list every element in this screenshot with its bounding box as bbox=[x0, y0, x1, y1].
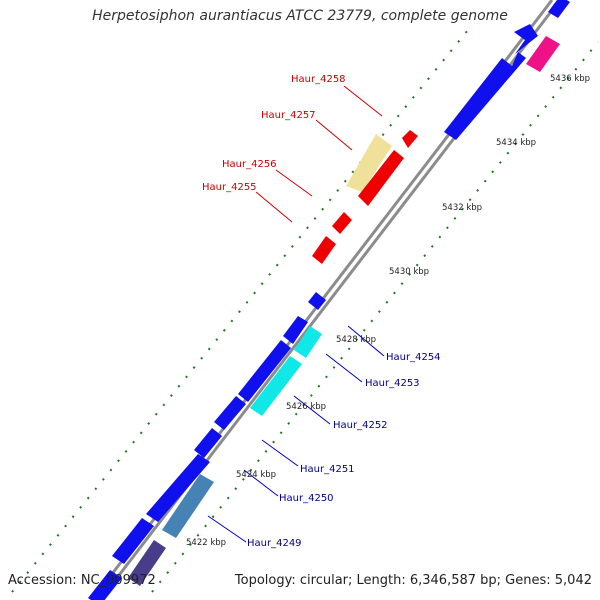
gene-haur-4258[interactable] bbox=[402, 130, 418, 148]
accession-label: Accession: NC_009972 bbox=[8, 573, 156, 588]
genome-summary: Topology: circular; Length: 6,346,587 bp… bbox=[234, 573, 592, 588]
gene-haur-4253[interactable] bbox=[250, 356, 302, 416]
gene-arrow[interactable] bbox=[238, 340, 291, 402]
tick-label: 5422 kbp bbox=[186, 538, 226, 548]
tick-label: 5426 kbp bbox=[286, 402, 326, 412]
tick-guide-outer-left bbox=[11, 29, 469, 593]
tick-labels: 5422 kbp 5424 kbp 5426 kbp 5428 kbp 5430… bbox=[186, 74, 590, 548]
locus-label-haur-4253[interactable]: Haur_4253 bbox=[365, 378, 420, 389]
gene-arrow[interactable] bbox=[283, 316, 308, 344]
map-title: Herpetosiphon aurantiacus ATCC 23779, co… bbox=[92, 8, 508, 24]
gene-arrow[interactable] bbox=[548, 0, 570, 18]
callout-haur-4258 bbox=[343, 85, 383, 117]
tick-label: 5434 kbp bbox=[496, 138, 536, 148]
locus-label-haur-4255[interactable]: Haur_4255 bbox=[202, 182, 257, 193]
locus-labels-upper: Haur_4258 Haur_4257 Haur_4256 Haur_4255 bbox=[202, 74, 346, 193]
gene-haur-4256[interactable] bbox=[358, 150, 404, 206]
locus-labels-lower: Haur_4254 Haur_4253 Haur_4252 Haur_4251 … bbox=[247, 352, 441, 549]
locus-label-haur-4249[interactable]: Haur_4249 bbox=[247, 538, 302, 549]
locus-label-haur-4257[interactable]: Haur_4257 bbox=[261, 110, 316, 121]
callout-haur-4251 bbox=[261, 439, 299, 467]
tick-label: 5430 kbp bbox=[389, 267, 429, 277]
gene-haur-4255[interactable] bbox=[312, 236, 336, 264]
gene-arrow[interactable] bbox=[308, 292, 326, 310]
locus-label-haur-4258[interactable]: Haur_4258 bbox=[291, 74, 346, 85]
gene-haur-4250[interactable] bbox=[162, 474, 214, 538]
callout-haur-4249 bbox=[207, 515, 247, 543]
gene-arrow[interactable] bbox=[514, 24, 548, 54]
callout-haur-4253 bbox=[325, 353, 363, 383]
tick-label: 5424 kbp bbox=[236, 470, 276, 480]
callout-haur-4254 bbox=[347, 325, 385, 357]
gene-arrow[interactable] bbox=[444, 52, 526, 140]
gene-haur-4249[interactable] bbox=[128, 540, 166, 586]
gene-arrow[interactable] bbox=[112, 518, 154, 564]
locus-label-haur-4254[interactable]: Haur_4254 bbox=[386, 352, 441, 363]
callout-haur-4256 bbox=[275, 169, 313, 197]
gene-haur-4257[interactable] bbox=[346, 134, 392, 192]
gene-arrow[interactable] bbox=[214, 396, 246, 430]
genes-right-strand bbox=[128, 36, 560, 586]
tick-label: 5428 kbp bbox=[336, 335, 376, 345]
callout-haur-4257 bbox=[315, 119, 353, 151]
locus-label-haur-4252[interactable]: Haur_4252 bbox=[333, 420, 388, 431]
callout-haur-4250 bbox=[243, 469, 279, 497]
gene-arrow-pink[interactable] bbox=[526, 36, 560, 72]
upper-callouts bbox=[255, 85, 383, 223]
tick-label: 5432 kbp bbox=[442, 203, 482, 213]
locus-label-haur-4250[interactable]: Haur_4250 bbox=[279, 493, 334, 504]
locus-label-haur-4251[interactable]: Haur_4251 bbox=[300, 464, 355, 475]
tick-guides bbox=[11, 29, 599, 593]
genes-left-strand bbox=[88, 0, 570, 600]
gene-arrow[interactable] bbox=[194, 428, 222, 458]
gene-haur-4254[interactable] bbox=[294, 326, 322, 358]
tick-label: 5436 kbp bbox=[550, 74, 590, 84]
locus-label-haur-4256[interactable]: Haur_4256 bbox=[222, 159, 277, 170]
tick-guide-inner-right bbox=[151, 41, 599, 593]
gene-arrow[interactable] bbox=[88, 570, 122, 600]
gene-arrow[interactable] bbox=[146, 454, 210, 522]
gene-arrow-red[interactable] bbox=[332, 212, 352, 234]
callout-haur-4252 bbox=[293, 395, 331, 425]
lower-callouts bbox=[207, 325, 385, 543]
callout-haur-4255 bbox=[255, 191, 293, 223]
